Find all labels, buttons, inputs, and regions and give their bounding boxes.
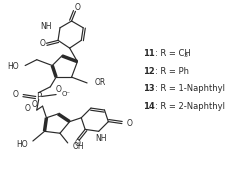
Text: P: P [36,92,41,101]
Text: OR: OR [95,78,106,87]
Text: HO: HO [7,62,18,71]
Text: : R = 1-Naphthyl: : R = 1-Naphthyl [155,84,225,93]
Text: NH: NH [95,134,106,143]
Text: O: O [32,100,38,109]
Text: O: O [25,104,31,113]
Text: OH: OH [72,142,84,151]
Text: O: O [55,85,61,94]
Text: O⁻: O⁻ [62,91,71,97]
Text: O: O [12,90,18,99]
Text: HO: HO [16,140,28,149]
Text: 3: 3 [184,53,188,58]
Text: 13: 13 [143,84,155,93]
Text: NH: NH [41,22,52,31]
Text: : R = 2-Naphthyl: : R = 2-Naphthyl [155,102,225,111]
Text: O: O [40,39,46,48]
Text: : R = CH: : R = CH [155,49,191,58]
Text: O: O [127,119,133,128]
Text: : R = Ph: : R = Ph [155,67,189,76]
Text: O: O [74,139,80,148]
Text: 14: 14 [143,102,155,111]
Text: O: O [74,3,80,12]
Text: 12: 12 [143,67,155,76]
Text: 11: 11 [143,49,155,58]
